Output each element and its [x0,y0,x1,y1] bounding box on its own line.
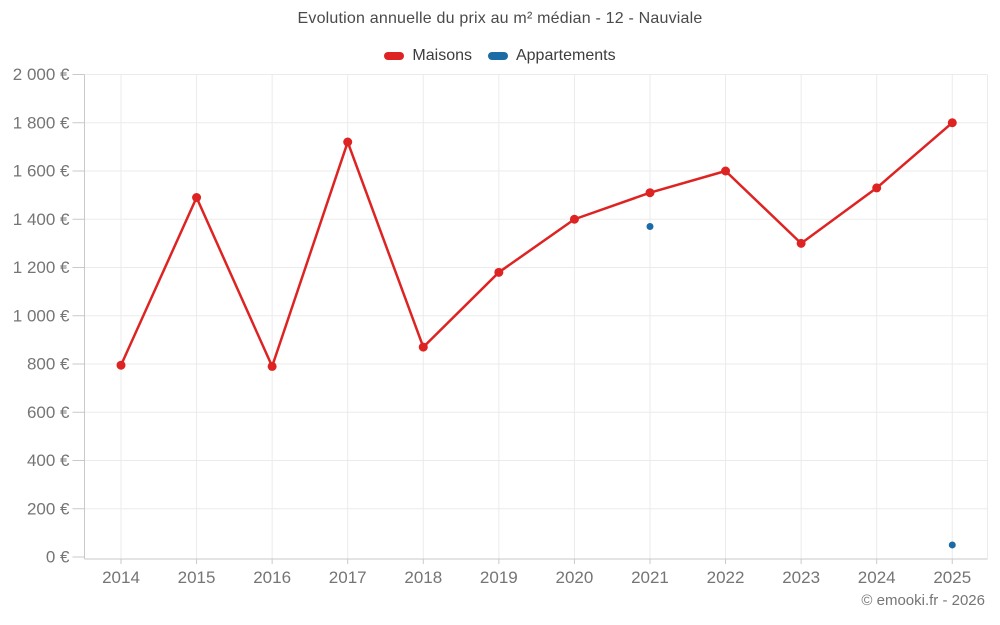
copyright-note: © emooki.fr - 2026 [861,592,985,609]
x-tick-label: 2016 [253,568,291,587]
x-tick-label: 2020 [556,568,594,587]
legend-item-maisons[interactable]: Maisons [384,47,472,65]
maisons-series-marker-icon [384,52,405,60]
data-point-maisons[interactable] [418,342,428,352]
chart-legend: Maisons Appartements [0,45,1000,67]
y-tick-label: 800 € [27,355,70,374]
legend-item-appartements[interactable]: Appartements [487,47,616,65]
legend-label-appartements: Appartements [515,47,616,64]
data-point-maisons[interactable] [569,214,579,224]
x-tick-label: 2017 [329,568,367,587]
legend-label-maisons: Maisons [412,47,472,64]
y-tick-label: 1 600 € [13,162,70,181]
x-tick-label: 2025 [933,568,971,587]
y-tick-label: 2 000 € [13,65,70,84]
x-tick-label: 2018 [404,568,442,587]
data-point-maisons[interactable] [645,188,655,198]
chart-title: Evolution annuelle du prix au m² médian … [297,10,703,27]
y-tick-label: 400 € [27,451,70,470]
y-tick-label: 0 € [46,548,70,567]
data-point-maisons[interactable] [947,118,957,128]
data-point-maisons[interactable] [796,238,806,248]
y-tick-label: 1 800 € [13,113,70,132]
data-point-maisons[interactable] [116,360,126,370]
series-line-maisons [119,121,954,368]
x-tick-label: 2019 [480,568,518,587]
data-point-appartements[interactable] [646,222,654,230]
y-tick-label: 1 200 € [13,258,70,277]
data-point-maisons[interactable] [721,166,731,176]
data-point-maisons[interactable] [343,137,353,147]
data-point-maisons[interactable] [494,267,504,277]
y-tick-label: 1 400 € [13,210,70,229]
x-tick-label: 2024 [858,568,896,587]
x-tick-label: 2021 [631,568,669,587]
data-point-maisons[interactable] [192,193,202,203]
x-tick-label: 2014 [102,568,140,587]
x-tick-label: 2015 [178,568,216,587]
appartements-series-marker-icon [487,52,508,60]
data-point-maisons[interactable] [267,361,277,371]
y-tick-label: 600 € [27,403,70,422]
x-tick-label: 2022 [707,568,745,587]
y-tick-label: 1 000 € [13,306,70,325]
data-point-appartements[interactable] [948,541,956,549]
x-tick-label: 2023 [782,568,820,587]
y-tick-label: 200 € [27,499,70,518]
data-point-maisons[interactable] [872,183,882,193]
